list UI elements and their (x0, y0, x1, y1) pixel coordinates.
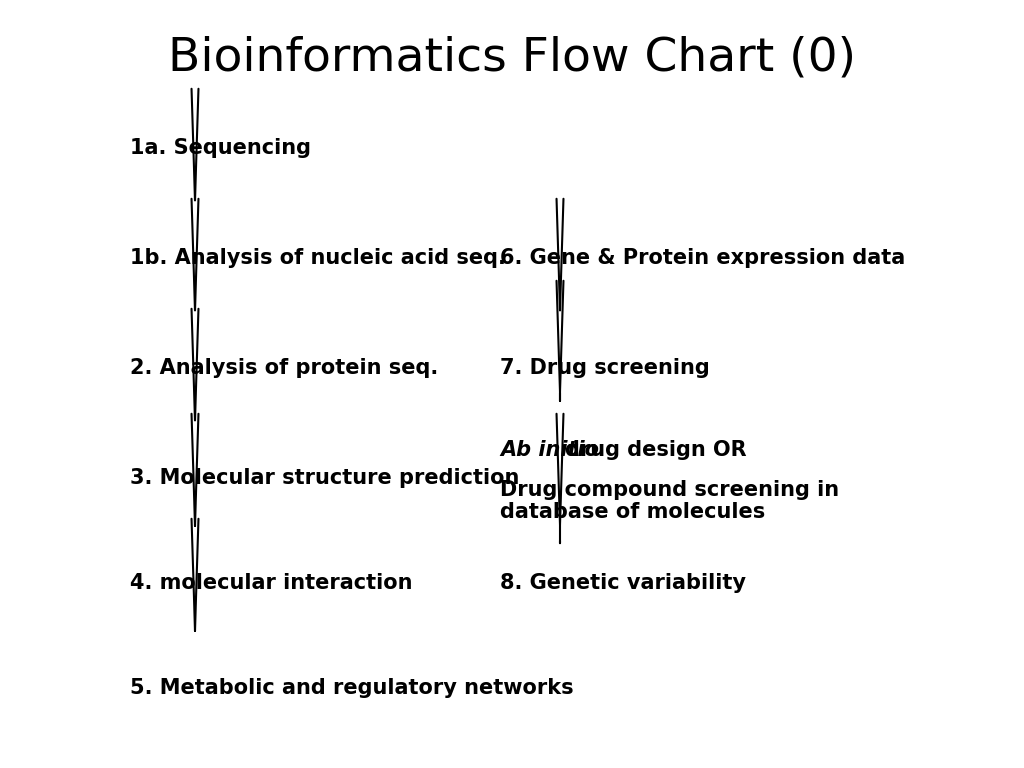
Text: Ab initio: Ab initio (500, 440, 599, 460)
Text: 3. Molecular structure prediction: 3. Molecular structure prediction (130, 468, 519, 488)
Text: 2. Analysis of protein seq.: 2. Analysis of protein seq. (130, 358, 438, 378)
Text: 4. molecular interaction: 4. molecular interaction (130, 573, 413, 593)
Text: 8. Genetic variability: 8. Genetic variability (500, 573, 746, 593)
Text: Drug compound screening in: Drug compound screening in (500, 480, 839, 500)
Text: 7. Drug screening: 7. Drug screening (500, 358, 710, 378)
Text: 6. Gene & Protein expression data: 6. Gene & Protein expression data (500, 248, 905, 268)
Text: 5. Metabolic and regulatory networks: 5. Metabolic and regulatory networks (130, 678, 573, 698)
Text: drug design OR: drug design OR (565, 440, 746, 460)
Text: 1b. Analysis of nucleic acid seq.: 1b. Analysis of nucleic acid seq. (130, 248, 506, 268)
Text: 1a. Sequencing: 1a. Sequencing (130, 138, 311, 158)
Text: Bioinformatics Flow Chart (0): Bioinformatics Flow Chart (0) (168, 35, 856, 81)
Text: database of molecules: database of molecules (500, 502, 765, 522)
